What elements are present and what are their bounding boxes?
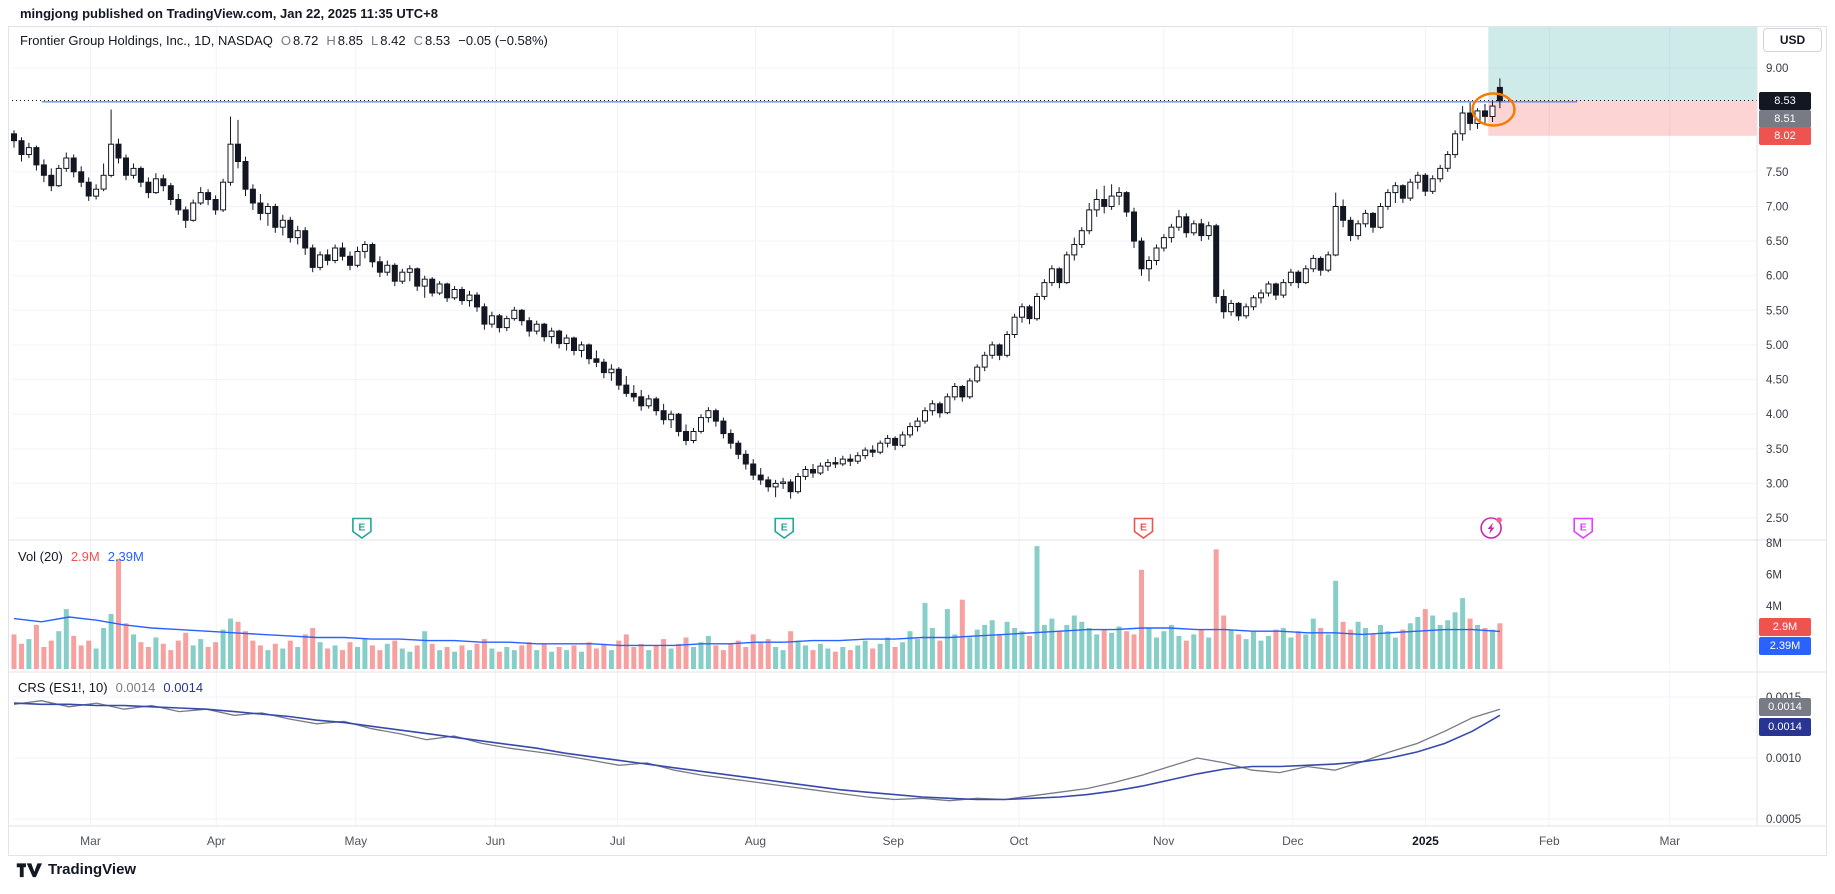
svg-text:E: E	[1140, 522, 1147, 534]
crs-raw-line	[13, 700, 1501, 802]
currency-toggle-button[interactable]: USD	[1763, 28, 1822, 52]
price-tick-label: 5.00	[1766, 340, 1788, 352]
change-value: −0.05 (−0.58%)	[458, 33, 548, 48]
price-tick-label: 7.50	[1766, 167, 1788, 179]
crs-pane-legend: CRS (ES1!, 10) 0.0014 0.0014	[18, 680, 203, 695]
attribution-text: mingjong published on TradingView.com, J…	[20, 6, 438, 21]
open-value: 8.72	[293, 33, 319, 48]
close-value: 8.53	[424, 33, 451, 48]
last-price-badge: 8.53	[1759, 92, 1811, 110]
pane-separators	[8, 26, 1827, 856]
price-tick-label: 3.50	[1766, 444, 1788, 456]
crs-tick-label: 0.0005	[1766, 814, 1801, 826]
open-label: O	[280, 33, 291, 48]
price-tick-label: 5.50	[1766, 305, 1788, 317]
high-value: 8.85	[337, 33, 364, 48]
volume-tick-label: 4M	[1766, 601, 1782, 613]
price-axis[interactable]: 9.00 7.50 7.00 6.50 6.00 5.50 5.00 4.50 4.00 3.50…	[1766, 63, 1801, 826]
month-label: Feb	[1539, 834, 1560, 848]
svg-text:E: E	[358, 522, 365, 534]
month-label: Dec	[1282, 834, 1303, 848]
hline-price-badge: 8.51	[1759, 110, 1811, 128]
price-pane-legend: Frontier Group Holdings, Inc., 1D, NASDA…	[20, 33, 548, 48]
crs-indicator-title[interactable]: CRS (ES1!, 10)	[18, 680, 108, 695]
crs-raw-value: 0.0014	[115, 680, 156, 695]
volume-value-badge: 2.9M	[1759, 618, 1811, 636]
volume-ma-value: 2.39M	[107, 549, 144, 564]
price-tick-label: 7.00	[1766, 202, 1788, 214]
candlestick-series	[11, 78, 1503, 499]
earnings-marker[interactable]: E	[352, 517, 372, 539]
month-label: Mar	[1659, 834, 1680, 848]
crs-tick-label: 0.0010	[1766, 753, 1801, 765]
month-label: Jul	[610, 834, 625, 848]
volume-ma-badge: 2.39M	[1759, 637, 1811, 655]
low-value: 8.42	[380, 33, 406, 48]
svg-text:E: E	[1580, 522, 1587, 534]
crs-ma-value: 0.0014	[163, 680, 204, 695]
price-tick-label: 6.00	[1766, 271, 1788, 283]
time-axis[interactable]: Mar Apr May Jun Jul Aug Sep Oct Nov Dec 2025 Feb Mar	[80, 834, 1680, 848]
month-label: Nov	[1153, 834, 1174, 848]
tradingview-logo[interactable]: TradingView	[16, 860, 136, 879]
volume-indicator-title[interactable]: Vol (20)	[18, 549, 63, 564]
entry-circle-annotation[interactable]	[1471, 92, 1516, 127]
earnings-marker[interactable]: E	[1573, 517, 1593, 539]
long-position-tool[interactable]	[1488, 27, 1757, 136]
low-label: L	[371, 33, 379, 48]
month-label: Aug	[745, 834, 766, 848]
price-tick-label: 4.50	[1766, 375, 1788, 387]
price-tick-label: 6.50	[1766, 236, 1788, 248]
crs-ma-badge: 0.0014	[1759, 718, 1811, 736]
crs-value-badge: 0.0014	[1759, 698, 1811, 716]
crs-ma-line	[13, 702, 1501, 801]
volume-pane-legend: Vol (20) 2.9M 2.39M	[18, 549, 144, 564]
earnings-marker[interactable]: E	[774, 517, 794, 539]
volume-ma-line	[13, 616, 1500, 647]
volume-tick-label: 6M	[1766, 570, 1782, 582]
svg-text:E: E	[781, 522, 788, 534]
symbol-title[interactable]: Frontier Group Holdings, Inc., 1D, NASDA…	[20, 33, 273, 48]
month-label: Mar	[80, 834, 101, 848]
month-label: Apr	[207, 834, 226, 848]
month-label: 2025	[1412, 834, 1439, 848]
month-label: May	[344, 834, 367, 848]
price-tick-label: 9.00	[1766, 63, 1788, 75]
volume-tick-label: 8M	[1766, 538, 1782, 550]
price-tick-label: 2.50	[1766, 513, 1788, 525]
stop-price-badge: 8.02	[1759, 127, 1811, 145]
grid	[12, 27, 1757, 826]
month-label: Sep	[883, 834, 905, 848]
month-label: Jun	[486, 834, 505, 848]
tradingview-logo-icon	[16, 860, 42, 879]
volume-value: 2.9M	[70, 549, 100, 564]
high-label: H	[326, 33, 336, 48]
tradingview-logo-text: TradingView	[48, 861, 137, 878]
idea-lightning-marker[interactable]	[1480, 517, 1502, 539]
earnings-marker[interactable]: E	[1133, 517, 1154, 539]
price-tick-label: 3.00	[1766, 478, 1788, 490]
close-label: C	[413, 33, 423, 48]
month-label: Oct	[1010, 834, 1029, 848]
price-tick-label: 4.00	[1766, 409, 1788, 421]
volume-series	[11, 546, 1503, 670]
